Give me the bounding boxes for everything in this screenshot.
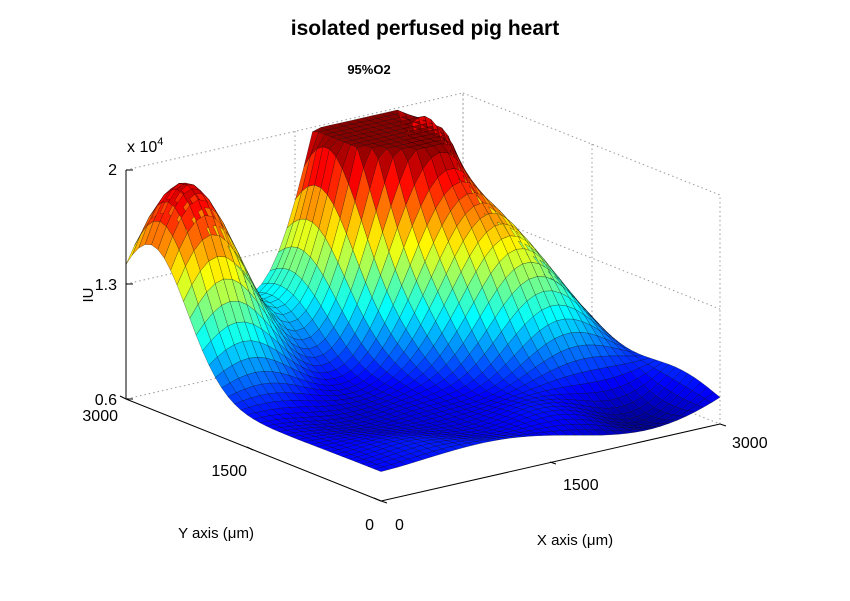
y-tick-label: 3000 <box>82 408 118 425</box>
y-axis-line <box>125 398 382 502</box>
z-multiplier-base: x 10 <box>127 139 157 156</box>
y-tick-label: 1500 <box>211 463 247 480</box>
chart-subtitle: 95%O2 <box>347 62 390 77</box>
z-axis-label: IU <box>80 288 97 303</box>
surface-cell <box>704 391 721 403</box>
grid-back-wall-left <box>125 92 464 400</box>
x-tick-label: 0 <box>395 517 404 534</box>
y-axis-label: Y axis (μm) <box>178 525 254 542</box>
x-axis-label: X axis (μm) <box>537 532 613 549</box>
z-tick-label: 1.3 <box>95 277 117 294</box>
z-tick-label: 2 <box>108 162 117 179</box>
axes-lines <box>119 169 727 504</box>
z-multiplier-label: x 104 <box>127 136 163 156</box>
surface-cell <box>125 233 142 265</box>
axes-box <box>125 92 721 425</box>
x-tick-label: 3000 <box>732 435 768 452</box>
chart-title: isolated perfused pig heart <box>291 17 559 40</box>
y-tick-label: 0 <box>365 517 374 534</box>
z-tick-label: 0.6 <box>95 392 117 409</box>
surface-mesh <box>125 109 721 472</box>
z-multiplier-exponent: 4 <box>157 136 163 148</box>
x-tick-label: 1500 <box>563 477 599 494</box>
tick-marks <box>119 169 727 504</box>
